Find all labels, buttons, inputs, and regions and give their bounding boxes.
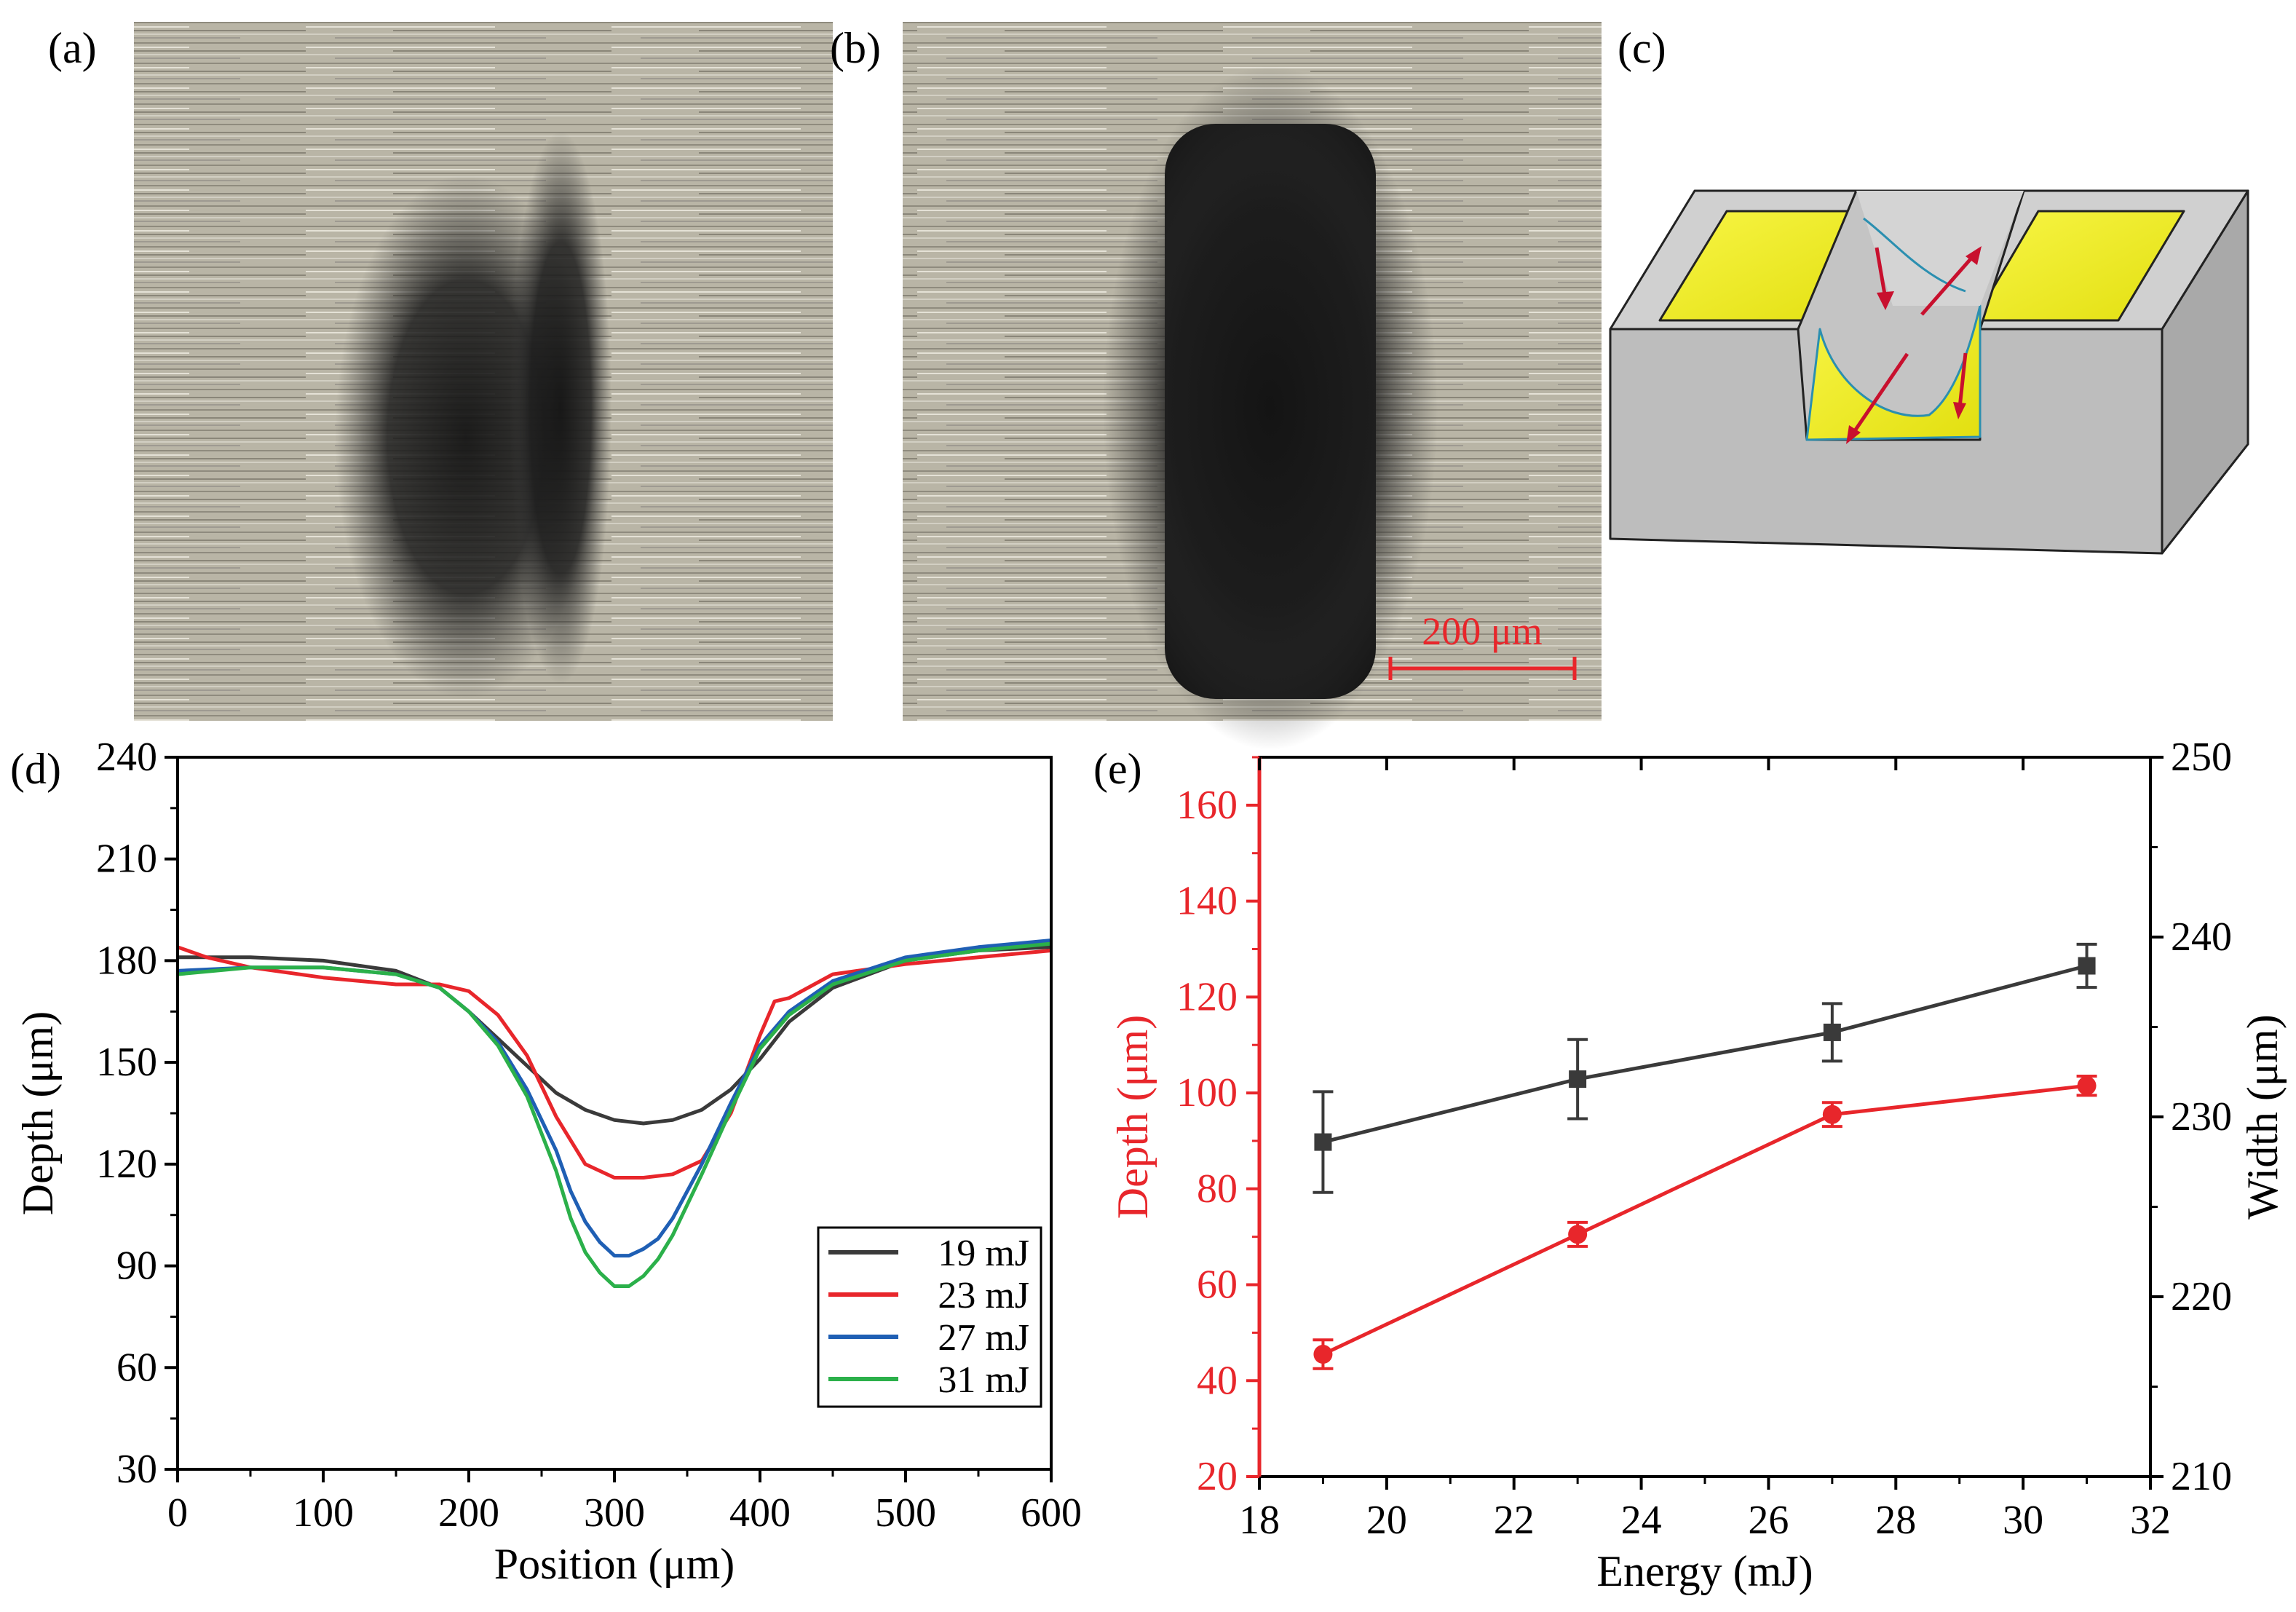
y-tick-label: 30 (116, 1447, 157, 1492)
schematic-c (1609, 189, 2249, 555)
data-point-width (2078, 957, 2096, 975)
y-tick-label-left: 160 (1176, 783, 1238, 828)
data-point-width (1823, 1023, 1841, 1041)
depth-profile-chart: 0 100 200 300 400 500 600 30 60 90 120 150 180 210 240… (14, 735, 1082, 1588)
data-point-depth (2077, 1076, 2097, 1096)
y-tick-label-right: 210 (2171, 1454, 2232, 1499)
plot-frame (1258, 756, 2152, 1478)
series-line-27-mJ (177, 939, 1052, 1258)
panel-label-c: (c) (1618, 24, 1666, 72)
legend-label: 27 mJ (938, 1317, 1029, 1359)
y-tick-label: 240 (96, 735, 157, 780)
y-tick-label-left: 140 (1176, 879, 1238, 924)
series-line-width (1322, 964, 2088, 1145)
x-tick-label: 300 (584, 1490, 645, 1536)
y-tick-label: 210 (96, 837, 157, 882)
data-point-depth (1313, 1345, 1333, 1364)
y-axis-label-right: Width (μm) (2238, 1014, 2287, 1219)
panel-label-d: (d) (10, 745, 61, 793)
x-axis-label: Position (μm) (494, 1540, 735, 1588)
x-tick-label: 400 (729, 1490, 791, 1536)
series-line-31-mJ (177, 941, 1052, 1288)
x-tick-label: 20 (1366, 1498, 1407, 1543)
micrograph-a (134, 22, 833, 721)
x-tick-label: 500 (875, 1490, 936, 1536)
y-axis-label-left: Depth (μm) (1109, 1015, 1157, 1219)
panel-label-b: (b) (830, 24, 881, 72)
legend-label: 31 mJ (938, 1359, 1029, 1401)
scale-bar-label: 200 μm (1422, 609, 1542, 653)
y-tick-label-left: 40 (1197, 1358, 1238, 1403)
x-tick-label: 600 (1021, 1490, 1082, 1536)
x-tick-label: 32 (2130, 1498, 2171, 1543)
y-tick-label: 150 (96, 1040, 157, 1085)
y-tick-label-right: 240 (2171, 914, 2232, 960)
y-tick-label: 180 (96, 938, 157, 983)
y-tick-label-left: 20 (1197, 1454, 1238, 1499)
y-tick-label-left: 120 (1176, 974, 1238, 1019)
legend-label: 23 mJ (938, 1275, 1029, 1316)
x-tick-label: 200 (438, 1490, 499, 1536)
data-point-width (1569, 1070, 1587, 1089)
micrograph-b: 200 μm (903, 22, 1602, 750)
y-tick-label-left: 100 (1176, 1070, 1238, 1115)
y-tick-label: 60 (116, 1345, 157, 1390)
series-line-19-mJ (178, 945, 1052, 1126)
x-axis-label: Energy (mJ) (1596, 1547, 1813, 1595)
x-tick-label: 28 (1875, 1498, 1916, 1543)
x-tick-label: 18 (1239, 1498, 1280, 1543)
data-point-depth (1568, 1225, 1588, 1244)
x-tick-label: 100 (293, 1490, 354, 1536)
series-line-depth (1322, 1083, 2087, 1356)
panel-label-e: (e) (1093, 745, 1142, 793)
x-tick-label: 26 (1748, 1498, 1789, 1543)
x-tick-label: 30 (2003, 1498, 2043, 1543)
y-tick-label-left: 80 (1197, 1166, 1238, 1212)
y-tick-label-right: 230 (2171, 1094, 2232, 1139)
y-tick-label: 120 (96, 1142, 157, 1187)
x-tick-label: 24 (1621, 1498, 1662, 1543)
y-tick-label: 90 (116, 1244, 157, 1289)
data-point-width (1314, 1133, 1332, 1151)
series-line-23-mJ (177, 945, 1052, 1180)
y-tick-label-right: 250 (2171, 735, 2232, 780)
legend-label: 19 mJ (938, 1233, 1029, 1274)
x-tick-label: 22 (1494, 1498, 1535, 1543)
data-point-depth (1822, 1105, 1842, 1124)
y-axis-label: Depth (μm) (14, 1011, 62, 1215)
energy-chart: 18 20 22 24 26 28 30 32204060801001201401602102… (1109, 735, 2287, 1595)
y-tick-label-right: 220 (2171, 1274, 2232, 1319)
x-tick-label: 0 (167, 1490, 188, 1536)
y-tick-label-left: 60 (1197, 1263, 1238, 1308)
panel-label-a: (a) (48, 24, 97, 72)
